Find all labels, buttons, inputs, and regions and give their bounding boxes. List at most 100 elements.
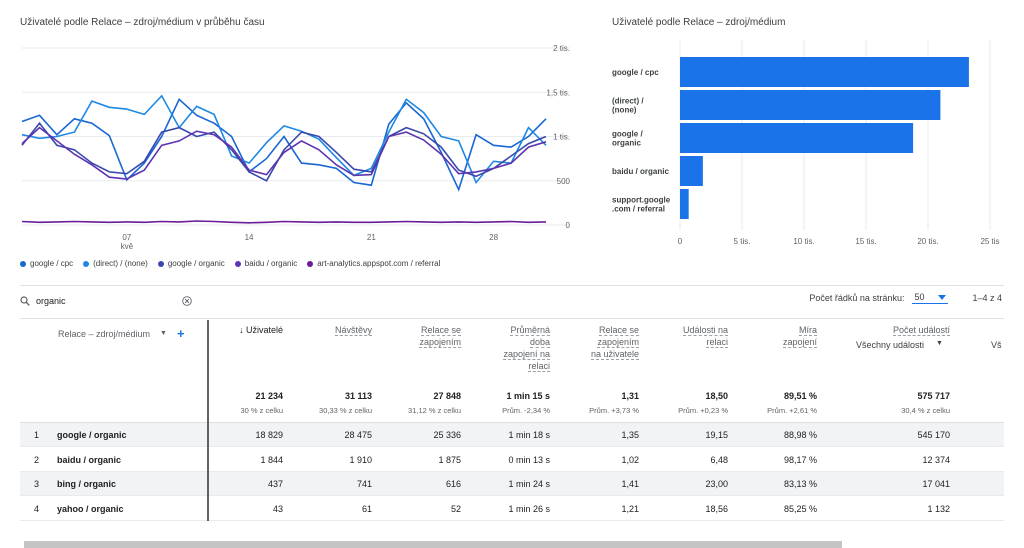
rows-per-page-select[interactable]: 50 xyxy=(912,292,949,304)
table-cell: 23,00 xyxy=(705,479,728,489)
table-cell: 1,35 xyxy=(621,430,639,440)
divider xyxy=(20,422,1004,423)
line-chart: 2 tis. 1,5 tis. 1 tis. 500 0 07 14 21 28 kvě xyxy=(21,44,571,250)
series-line xyxy=(21,126,547,180)
table-row[interactable]: 3 bing / organic 437 741 616 1 min 24 s 1,41 23… xyxy=(20,472,1004,496)
table-cell: 1 132 xyxy=(927,503,950,514)
x-tick-label: 21 xyxy=(367,233,376,242)
horizontal-scrollbar[interactable] xyxy=(24,541,842,548)
column-total-comparison: Prům. +3,73 % xyxy=(589,406,639,415)
table-row[interactable]: 2 baidu / organic 1 844 1 910 1 875 0 min 13 … xyxy=(20,448,1004,472)
events-filter-dropdown-icon: ▼ xyxy=(936,340,943,347)
table-cell: 25 336 xyxy=(433,430,461,440)
bar-chart: 0 5 tis. 10 tis. 15 tis. 20 tis. 25 tis google… xyxy=(612,40,1000,246)
column-total: 1,31 xyxy=(621,391,639,401)
search-input[interactable] xyxy=(36,296,176,306)
row-dimension-value[interactable]: google / organic xyxy=(57,430,127,440)
table-cell: 741 xyxy=(356,479,372,489)
legend-item[interactable]: art-analytics.appspot.com / referral xyxy=(307,259,440,268)
pagination-range: 1–4 z 4 xyxy=(972,293,1002,303)
bar xyxy=(680,156,703,186)
events-filter[interactable]: Všechny události ▼ xyxy=(856,340,943,350)
bar xyxy=(680,90,941,120)
table-cell: 1,21 xyxy=(621,503,639,514)
table-cell: 1 min 26 s xyxy=(508,503,550,514)
legend-item[interactable]: google / cpc xyxy=(20,259,73,268)
row-number: 3 xyxy=(34,479,40,489)
column-header[interactable]: Návštěvy xyxy=(334,325,372,336)
line-chart-title: Uživatelé podle Relace – zdroj/médium v … xyxy=(20,17,265,28)
x-tick-label: 07 xyxy=(122,233,131,242)
column-header[interactable]: Události na relaci xyxy=(682,325,728,348)
y-tick-label: 500 xyxy=(557,177,571,186)
column-total: 1 min 15 s xyxy=(506,391,550,401)
y-tick-label: 1,5 tis. xyxy=(546,88,570,97)
column-total-comparison: Prům. -2,34 % xyxy=(502,406,550,415)
column-total-comparison: Prům. +2,61 % xyxy=(767,406,817,415)
legend-swatch xyxy=(157,260,164,267)
legend-item[interactable]: baidu / organic xyxy=(234,259,297,268)
series-line xyxy=(21,220,547,224)
legend-label: art-analytics.appspot.com / referral xyxy=(317,259,441,268)
column-divider xyxy=(207,320,209,521)
legend-item[interactable]: (direct) / (none) xyxy=(83,259,148,268)
column-total-comparison: 31,12 % z celku xyxy=(408,406,461,415)
bar-chart-title: Uživatelé podle Relace – zdroj/médium xyxy=(612,17,786,28)
table-cell: 61 xyxy=(361,503,372,514)
table-cell: 12 374 xyxy=(922,454,950,465)
y-tick-label: 1 tis. xyxy=(553,133,570,142)
table-cell: 1,02 xyxy=(621,454,639,465)
column-total-comparison: Prům. +0,23 % xyxy=(678,406,728,415)
add-dimension-icon[interactable]: + xyxy=(176,326,185,341)
row-dimension-value[interactable]: baidu / organic xyxy=(57,454,122,465)
divider xyxy=(20,285,1004,286)
dimension-dropdown-icon[interactable]: ▼ xyxy=(160,330,167,337)
table-cell: 1 min 24 s xyxy=(508,479,550,489)
legend-label: (direct) / (none) xyxy=(93,259,148,268)
x-month-label: kvě xyxy=(121,242,134,250)
column-header[interactable]: ↓ Uživatelé xyxy=(238,325,283,335)
table-cell: 0 min 13 s xyxy=(508,454,550,465)
legend-item[interactable]: google / organic xyxy=(157,259,225,268)
table-cell: 52 xyxy=(450,503,461,514)
legend-swatch xyxy=(234,260,241,267)
pagination-controls: Počet řádků na stránku: 50 1–4 z 4 xyxy=(809,292,1002,304)
column-total-comparison: 30 % z celku xyxy=(240,406,283,415)
column-header[interactable]: Relace se zapojením xyxy=(419,325,461,348)
series-line xyxy=(21,94,547,185)
column-header[interactable]: Relace se zapojením na uživatele xyxy=(590,325,639,360)
table-cell: 17 041 xyxy=(922,479,950,489)
table-cell: 1 875 xyxy=(438,454,461,465)
row-number: 1 xyxy=(34,430,40,440)
table-cell: 98,17 % xyxy=(783,454,817,465)
table-cell: 545 170 xyxy=(917,430,950,440)
table-cell: 88,98 % xyxy=(783,430,817,440)
x-tick-label: 10 tis. xyxy=(793,237,814,246)
column-total: 31 113 xyxy=(344,391,372,401)
bar xyxy=(680,123,914,153)
column-total: 89,51 % xyxy=(783,391,817,401)
clear-search-icon[interactable] xyxy=(182,296,192,306)
x-tick-label: 15 tis. xyxy=(855,237,876,246)
column-header[interactable]: Míra zapojení xyxy=(782,325,817,348)
table-cell: 83,13 % xyxy=(783,479,817,489)
column-total: 18,50 xyxy=(705,391,728,401)
column-header[interactable]: Počet událostí xyxy=(892,325,950,336)
x-tick-label: 25 tis xyxy=(980,237,999,246)
line-chart-legend: google / cpc (direct) / (none) google / or… xyxy=(20,259,440,268)
table-search[interactable] xyxy=(20,292,202,310)
table-row[interactable]: 1 google / organic 18 829 28 475 25 336 1 min… xyxy=(20,423,1004,447)
row-dimension-value[interactable]: bing / organic xyxy=(57,479,117,489)
table-cell: 437 xyxy=(267,479,283,489)
column-header[interactable]: Průměrná doba zapojení na relaci xyxy=(503,325,550,372)
table-row[interactable]: 4 yahoo / organic 43 61 52 1 min 26 s 1,21 18,5… xyxy=(20,497,1004,521)
y-tick-label: 2 tis. xyxy=(553,44,570,53)
row-dimension-value[interactable]: yahoo / organic xyxy=(57,503,124,514)
legend-swatch xyxy=(83,260,90,267)
dimension-header[interactable]: Relace – zdroj/médium ▼ + xyxy=(58,326,185,341)
search-icon xyxy=(20,296,30,306)
table-cell: 18,56 xyxy=(705,503,728,514)
legend-label: google / organic xyxy=(167,259,225,268)
x-tick-label: 14 xyxy=(245,233,254,242)
row-number: 4 xyxy=(34,503,40,514)
